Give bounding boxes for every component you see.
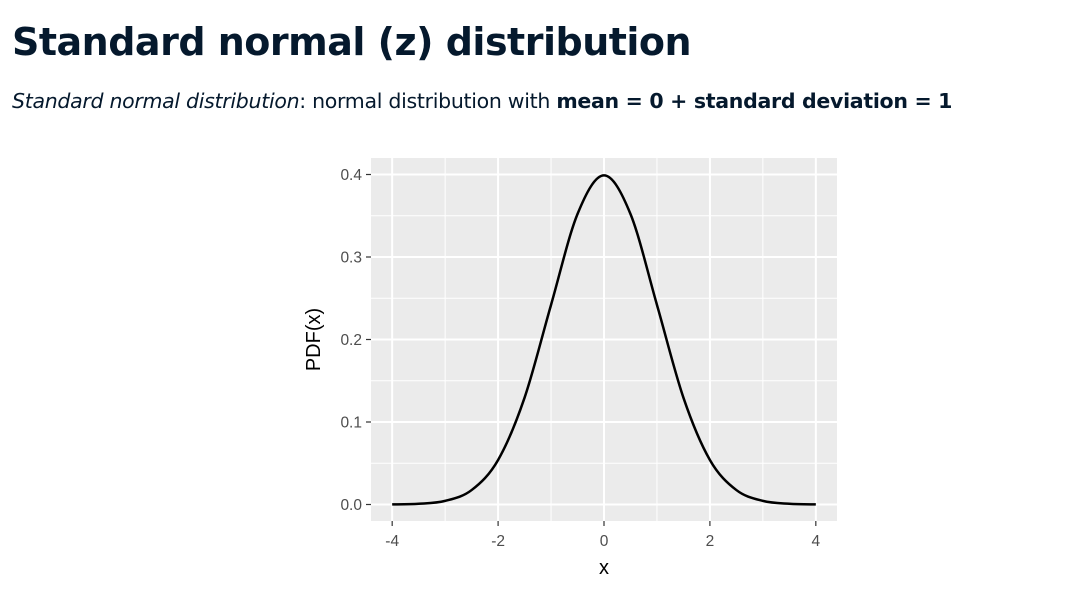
y-axis: 0.0 0.1 0.2 0.3 0.4 — [340, 167, 371, 514]
x-tick-label: 2 — [706, 533, 715, 550]
x-tick-label: 4 — [812, 533, 821, 550]
subtitle-emphasis: mean = 0 + standard deviation = 1 — [556, 89, 953, 113]
page-subtitle: Standard normal distribution: normal dis… — [12, 86, 952, 116]
y-tick-label: 0.3 — [340, 250, 362, 267]
x-axis: -4 -2 0 2 4 — [385, 521, 821, 550]
y-tick-label: 0.4 — [340, 167, 362, 184]
major-gridlines — [371, 158, 837, 521]
subtitle-text: normal distribution with — [305, 89, 557, 113]
subtitle-colon: : — [299, 89, 306, 113]
x-tick-label: -4 — [385, 533, 399, 550]
page-title: Standard normal (z) distribution — [12, 20, 692, 64]
y-tick-label: 0.0 — [340, 497, 362, 514]
x-axis-title: x — [599, 557, 609, 579]
y-tick-label: 0.2 — [340, 332, 362, 349]
subtitle-term: Standard normal distribution — [12, 89, 300, 113]
pdf-curve — [392, 174, 816, 506]
y-tick-label: 0.1 — [340, 415, 362, 432]
x-tick-label: -2 — [491, 533, 505, 550]
x-tick-label: 0 — [600, 533, 609, 550]
y-axis-title: PDF(x) — [303, 308, 325, 371]
